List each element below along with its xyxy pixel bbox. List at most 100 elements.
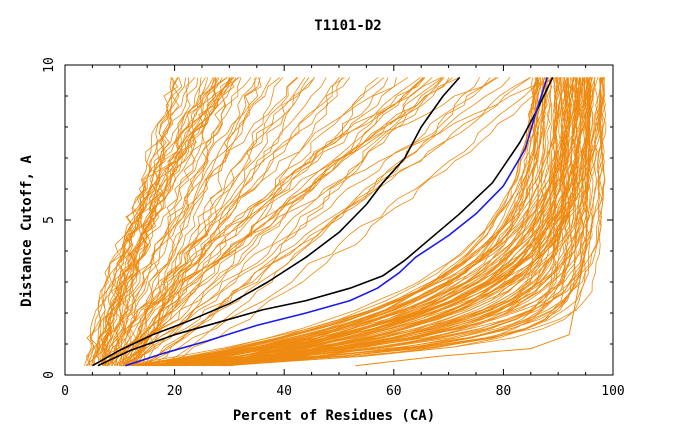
- model-curve: [152, 77, 573, 367]
- model-curve: [83, 77, 206, 366]
- model-curve: [98, 77, 233, 366]
- model-curve: [118, 77, 235, 366]
- model-curve: [106, 77, 421, 366]
- model-curve: [131, 77, 531, 366]
- model-curve: [123, 77, 563, 367]
- model-curve: [123, 77, 315, 367]
- model-curve: [128, 77, 491, 367]
- model-curve: [135, 77, 261, 366]
- model-curve: [102, 77, 218, 366]
- model-curve: [127, 77, 450, 366]
- model-curve: [98, 77, 345, 366]
- model-curve: [145, 77, 580, 367]
- model-curve: [149, 77, 538, 367]
- model-curve: [115, 77, 173, 366]
- y-tick-label: 5: [42, 216, 57, 224]
- model-curve: [172, 77, 569, 367]
- model-curve: [204, 77, 589, 367]
- y-tick-label: 0: [42, 371, 57, 379]
- x-tick-label: 40: [276, 384, 292, 399]
- model-curve: [203, 77, 544, 367]
- highlight-curve-1: [92, 76, 461, 367]
- model-curve: [135, 77, 607, 367]
- axes-layer: 0 20 40 60 80 100 0 5 10: [42, 57, 625, 399]
- model-curve: [105, 77, 262, 366]
- model-curve: [123, 77, 445, 366]
- model-curve: [114, 77, 298, 366]
- model-curve: [150, 77, 565, 367]
- model-curve: [224, 77, 577, 367]
- model-curve: [114, 77, 385, 367]
- x-tick-label: 0: [61, 384, 69, 399]
- x-tick-label: 20: [167, 384, 183, 399]
- model-curve: [135, 77, 453, 366]
- series-layer: [83, 76, 607, 367]
- model-curve: [155, 77, 541, 367]
- model-curve: [121, 77, 585, 367]
- model-curve: [108, 77, 174, 366]
- model-curve: [122, 77, 231, 366]
- model-curve: [186, 77, 568, 367]
- model-curve: [142, 77, 299, 366]
- model-curve: [166, 77, 561, 367]
- model-curve: [192, 77, 602, 367]
- x-tick-label: 100: [601, 384, 624, 399]
- x-tick-label: 60: [386, 384, 402, 399]
- model-curve: [116, 77, 310, 366]
- model-curve: [101, 77, 239, 366]
- model-curve: [133, 77, 340, 366]
- model-curve: [147, 77, 592, 367]
- model-curve: [177, 77, 581, 367]
- model-curve: [86, 77, 214, 366]
- model-curve: [103, 77, 180, 366]
- model-curve: [129, 77, 397, 367]
- model-curve: [123, 77, 379, 367]
- model-curve: [171, 77, 583, 367]
- model-curve: [120, 77, 281, 366]
- model-curve: [108, 77, 257, 366]
- model-curve: [221, 77, 584, 367]
- model-curve: [147, 77, 604, 367]
- y-tick-label: 10: [42, 57, 57, 73]
- x-tick-label: 80: [496, 384, 512, 399]
- model-curve: [218, 77, 557, 367]
- model-curve: [97, 77, 235, 366]
- model-curve: [156, 77, 552, 367]
- model-curve: [123, 77, 424, 366]
- model-curve: [136, 77, 601, 367]
- model-curve: [111, 77, 409, 366]
- model-curve: [143, 77, 511, 367]
- model-curve: [120, 77, 586, 367]
- model-curve: [196, 77, 594, 367]
- model-curve: [102, 77, 272, 366]
- model-curve: [130, 77, 569, 367]
- model-curve: [106, 77, 497, 366]
- model-curve: [123, 77, 426, 366]
- model-curve: [120, 77, 306, 366]
- model-curve: [135, 77, 499, 366]
- model-curve: [158, 77, 557, 367]
- highlight-curve-2: [97, 77, 554, 367]
- model-curve: [96, 77, 240, 366]
- model-curve: [102, 77, 252, 367]
- model-curve: [142, 77, 548, 367]
- model-curve: [157, 77, 565, 367]
- model-curve: [154, 77, 607, 367]
- model-curve: [125, 77, 316, 366]
- model-curve: [99, 77, 216, 366]
- x-axis-label: Percent of Residues (CA): [233, 408, 435, 424]
- model-curve: [222, 77, 582, 367]
- model-curve: [85, 77, 196, 366]
- model-curve: [90, 77, 232, 366]
- model-curve: [135, 77, 343, 366]
- y-axis-label: Distance Cutoff, A: [19, 155, 35, 307]
- model-curve: [142, 77, 590, 367]
- model-curve: [178, 77, 545, 367]
- highlight-curve-3: [125, 77, 548, 367]
- model-curve-outlier: [355, 77, 592, 367]
- model-curve: [89, 77, 235, 366]
- model-curve: [223, 77, 576, 367]
- chart-title: T1101-D2: [314, 18, 381, 34]
- model-curve: [147, 77, 433, 367]
